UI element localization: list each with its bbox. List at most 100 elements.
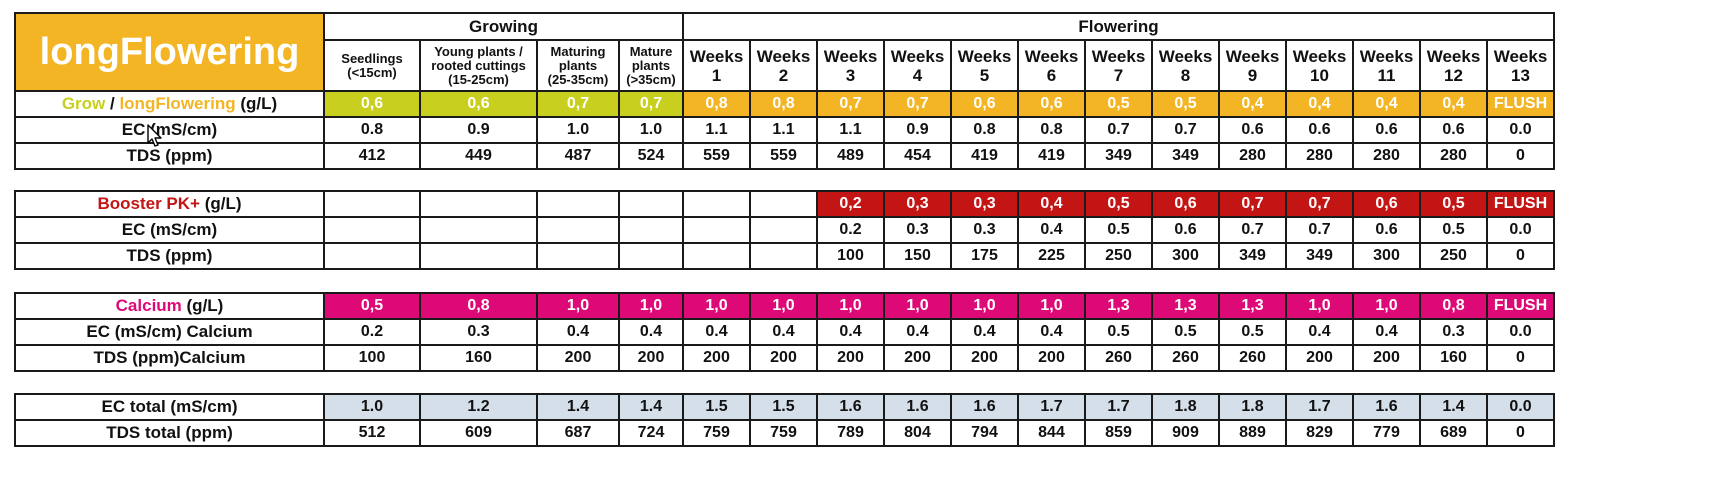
value-cell: 1.1 [682, 116, 751, 144]
value-cell: 0,2 [816, 190, 885, 218]
value-cell: 1,0 [816, 292, 885, 320]
value-cell: FLUSH [1486, 190, 1555, 218]
value-cell: 0.6 [1419, 116, 1488, 144]
value-cell: 200 [816, 344, 885, 372]
value-cell: 1,0 [536, 292, 620, 320]
value-cell: 0 [1486, 419, 1555, 447]
week-header: Weeks 4 [883, 39, 952, 92]
value-cell [419, 190, 538, 218]
value-cell: 454 [883, 142, 952, 170]
value-cell: 1.0 [618, 116, 684, 144]
value-cell: 0,6 [950, 90, 1019, 118]
week-header: Weeks 13 [1486, 39, 1555, 92]
value-cell: 1.4 [1419, 393, 1488, 421]
value-cell: 449 [419, 142, 538, 170]
value-cell: 804 [883, 419, 952, 447]
value-cell: 859 [1084, 419, 1153, 447]
value-cell: 0.2 [323, 318, 421, 346]
value-cell: 419 [1017, 142, 1086, 170]
value-cell: 100 [816, 242, 885, 270]
value-cell: 829 [1285, 419, 1354, 447]
value-cell: 0,5 [1084, 190, 1153, 218]
value-cell: 1,3 [1151, 292, 1220, 320]
value-cell: 0.8 [323, 116, 421, 144]
feeding-schedule-main: longFlowering Growing Flowering Seedling… [14, 12, 1555, 170]
value-cell: 0,6 [1352, 190, 1421, 218]
phase-growing: Growing [323, 12, 684, 41]
value-cell: 759 [749, 419, 818, 447]
value-cell: 0,7 [1285, 190, 1354, 218]
calcium-name: Calcium [115, 296, 182, 315]
value-cell: 0.7 [1151, 116, 1220, 144]
value-cell: 419 [950, 142, 1019, 170]
value-cell: 0,5 [1151, 90, 1220, 118]
unit-label: (g/L) [235, 94, 278, 113]
value-cell: 0.0 [1486, 116, 1555, 144]
value-cell: 0.6 [1285, 116, 1354, 144]
value-cell: 0.4 [1017, 216, 1086, 244]
value-cell: 1,0 [618, 292, 684, 320]
value-cell: 1.6 [883, 393, 952, 421]
value-cell: 1.8 [1151, 393, 1220, 421]
value-cell: 0.5 [1084, 318, 1153, 346]
value-cell [323, 216, 421, 244]
value-cell: 0.4 [682, 318, 751, 346]
value-cell: 1,0 [749, 292, 818, 320]
value-cell: 1.7 [1084, 393, 1153, 421]
value-cell: 0.4 [1285, 318, 1354, 346]
value-cell: 0.8 [1017, 116, 1086, 144]
value-cell [682, 190, 751, 218]
value-cell: 349 [1218, 242, 1287, 270]
value-cell: 0.0 [1486, 318, 1555, 346]
value-cell [536, 216, 620, 244]
value-cell: 0,8 [1419, 292, 1488, 320]
week-header: Weeks 6 [1017, 39, 1086, 92]
value-cell: FLUSH [1486, 292, 1555, 320]
value-cell: 0.4 [1352, 318, 1421, 346]
value-cell: 0.4 [950, 318, 1019, 346]
value-cell: 150 [883, 242, 952, 270]
booster-name: Booster PK+ [97, 194, 200, 213]
value-cell: 487 [536, 142, 620, 170]
value-cell: 0,4 [1419, 90, 1488, 118]
value-cell: 909 [1151, 419, 1220, 447]
value-cell: 1,0 [883, 292, 952, 320]
value-cell: 200 [536, 344, 620, 372]
value-cell: 0.7 [1218, 216, 1287, 244]
value-cell: 280 [1419, 142, 1488, 170]
value-cell: 1.0 [536, 116, 620, 144]
brand-title: longFlowering [14, 12, 325, 92]
tds-label: TDS (ppm) [14, 142, 325, 170]
value-cell: 0.3 [950, 216, 1019, 244]
value-cell: 1.1 [749, 116, 818, 144]
calcium-tds-label: TDS (ppm)Calcium [14, 344, 325, 372]
value-cell: 1,0 [682, 292, 751, 320]
longflowering-label: longFlowering [119, 94, 236, 113]
value-cell: 0.4 [749, 318, 818, 346]
calcium-table: Calcium (g/L) 0,5 0,8 1,0 1,0 1,0 1,0 1,0 1,0 1,… [14, 292, 1555, 372]
value-cell: 0.0 [1486, 216, 1555, 244]
totals-table: EC total (mS/cm) 1.0 1.2 1.4 1.4 1.5 1.5 1.6 1.… [14, 393, 1555, 447]
mouse-cursor-icon [147, 124, 162, 147]
value-cell: 200 [1352, 344, 1421, 372]
value-cell: 260 [1084, 344, 1153, 372]
value-cell: 0.5 [1151, 318, 1220, 346]
value-cell: 0,8 [419, 292, 538, 320]
value-cell: 1,0 [1017, 292, 1086, 320]
week-header: Weeks 3 [816, 39, 885, 92]
value-cell: 1,0 [1352, 292, 1421, 320]
value-cell: 0.6 [1151, 216, 1220, 244]
value-cell: 260 [1151, 344, 1220, 372]
booster-ec-label: EC (mS/cm) [14, 216, 325, 244]
value-cell: 789 [816, 419, 885, 447]
value-cell: 559 [682, 142, 751, 170]
value-cell: 0.4 [816, 318, 885, 346]
value-cell: 0,4 [1017, 190, 1086, 218]
value-cell: 349 [1084, 142, 1153, 170]
value-cell: 200 [682, 344, 751, 372]
value-cell: 200 [618, 344, 684, 372]
value-cell: 0.7 [1084, 116, 1153, 144]
value-cell: 1,0 [950, 292, 1019, 320]
week-header: Weeks 10 [1285, 39, 1354, 92]
value-cell: 225 [1017, 242, 1086, 270]
